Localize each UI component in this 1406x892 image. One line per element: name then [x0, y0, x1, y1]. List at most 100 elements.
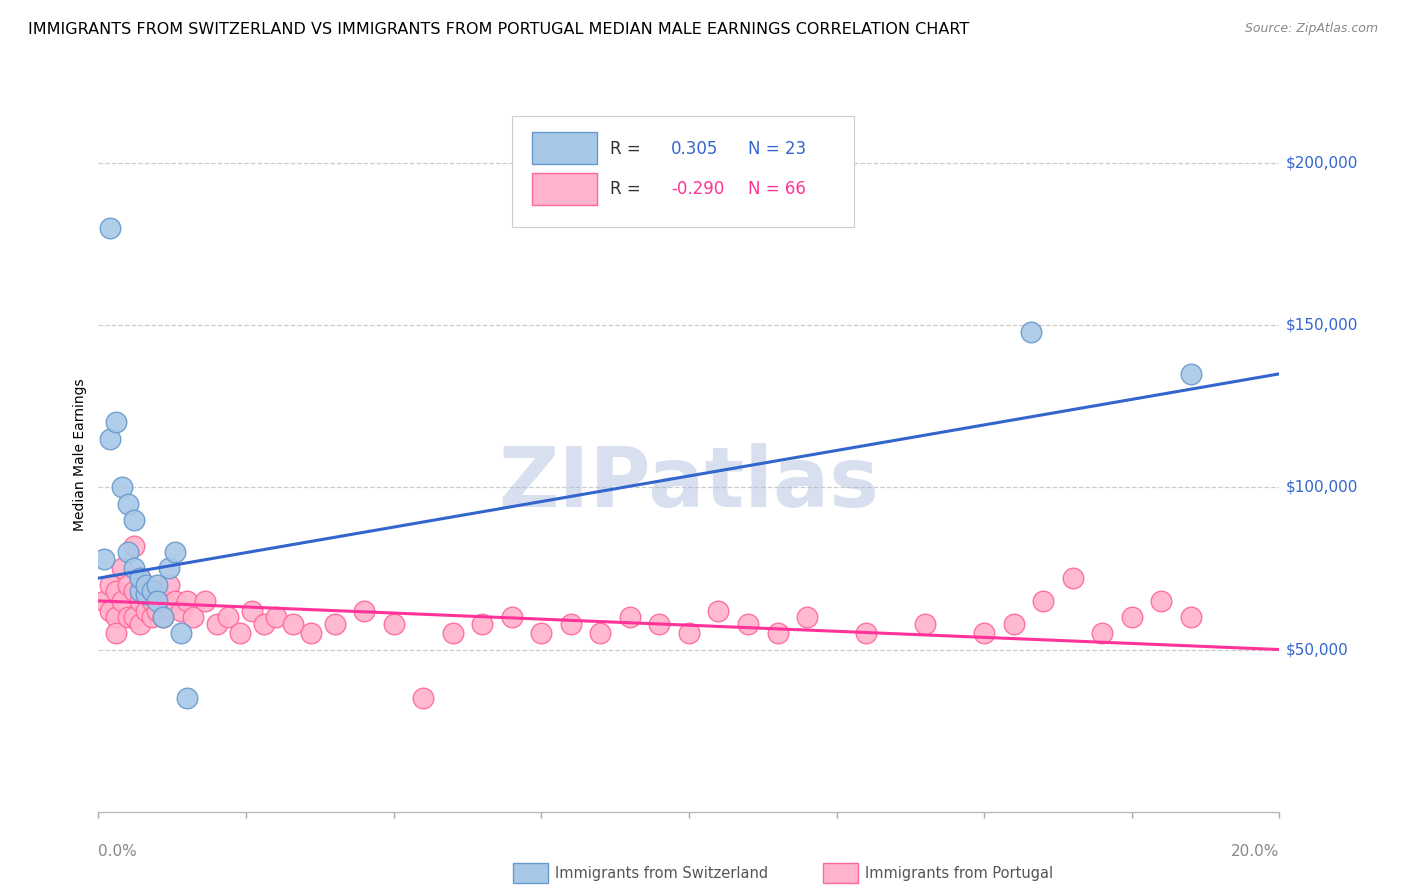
Point	[122, 584, 145, 599]
Point	[707, 604, 730, 618]
Point	[122, 513, 145, 527]
Point	[170, 604, 193, 618]
Bar	[531, 132, 596, 164]
Point	[152, 610, 174, 624]
Point	[181, 610, 204, 624]
Point	[299, 626, 322, 640]
Point	[1062, 571, 1084, 585]
Point	[796, 610, 818, 624]
Point	[128, 584, 150, 599]
Point	[1121, 610, 1143, 624]
Point	[135, 587, 157, 601]
Point	[141, 584, 163, 599]
Point	[766, 626, 789, 640]
Point	[98, 577, 121, 591]
Point	[105, 416, 128, 430]
Text: $150,000: $150,000	[1285, 318, 1358, 333]
Point	[1180, 610, 1202, 624]
Point	[141, 594, 163, 608]
Point	[205, 616, 228, 631]
Point	[122, 610, 145, 624]
Text: 20.0%: 20.0%	[1232, 844, 1279, 859]
Point	[146, 604, 169, 618]
Point	[471, 616, 494, 631]
Point	[128, 571, 150, 585]
Text: 0.305: 0.305	[671, 140, 718, 158]
Point	[560, 616, 582, 631]
Point	[128, 571, 150, 585]
Point	[98, 220, 121, 235]
Point	[117, 577, 139, 591]
Point	[146, 577, 169, 591]
Point	[122, 561, 145, 575]
Point	[253, 616, 276, 631]
Point	[93, 594, 115, 608]
Point	[176, 594, 198, 608]
Text: N = 23: N = 23	[748, 140, 806, 158]
Point	[501, 610, 523, 624]
Y-axis label: Median Male Earnings: Median Male Earnings	[73, 378, 87, 532]
Point	[441, 626, 464, 640]
Point	[530, 626, 553, 640]
Point	[117, 545, 139, 559]
Point	[264, 610, 287, 624]
FancyBboxPatch shape	[512, 116, 855, 227]
Point	[165, 594, 187, 608]
Point	[353, 604, 375, 618]
Point	[229, 626, 252, 640]
Text: Immigrants from Portugal: Immigrants from Portugal	[865, 866, 1053, 880]
Point	[152, 610, 174, 624]
Point	[141, 610, 163, 624]
Point	[1021, 325, 1043, 339]
Text: Source: ZipAtlas.com: Source: ZipAtlas.com	[1244, 22, 1378, 36]
Text: $50,000: $50,000	[1285, 642, 1348, 657]
Point	[111, 561, 134, 575]
Point	[105, 626, 128, 640]
Point	[98, 604, 121, 618]
Point	[973, 626, 995, 640]
Point	[117, 497, 139, 511]
Point	[1180, 367, 1202, 381]
Point	[105, 610, 128, 624]
Point	[135, 577, 157, 591]
Point	[1032, 594, 1054, 608]
Point	[157, 561, 180, 575]
Text: $100,000: $100,000	[1285, 480, 1358, 495]
Point	[855, 626, 877, 640]
Point	[98, 432, 121, 446]
Text: N = 66: N = 66	[748, 180, 806, 198]
Point	[323, 616, 346, 631]
Text: 0.0%: 0.0%	[98, 844, 138, 859]
Point	[412, 691, 434, 706]
Point	[194, 594, 217, 608]
Point	[146, 584, 169, 599]
Text: ZIPatlas: ZIPatlas	[499, 443, 879, 524]
Point	[117, 610, 139, 624]
Point	[737, 616, 759, 631]
Point	[146, 594, 169, 608]
Text: $200,000: $200,000	[1285, 155, 1358, 170]
Point	[176, 691, 198, 706]
Point	[135, 604, 157, 618]
Text: R =: R =	[610, 180, 641, 198]
Text: IMMIGRANTS FROM SWITZERLAND VS IMMIGRANTS FROM PORTUGAL MEDIAN MALE EARNINGS COR: IMMIGRANTS FROM SWITZERLAND VS IMMIGRANT…	[28, 22, 969, 37]
Point	[111, 480, 134, 494]
Point	[135, 584, 157, 599]
Text: -0.290: -0.290	[671, 180, 724, 198]
Point	[648, 616, 671, 631]
Point	[152, 594, 174, 608]
Point	[1150, 594, 1173, 608]
Point	[914, 616, 936, 631]
Point	[283, 616, 305, 631]
Point	[128, 616, 150, 631]
Point	[93, 551, 115, 566]
Point	[1002, 616, 1025, 631]
Point	[105, 584, 128, 599]
Point	[217, 610, 239, 624]
Point	[111, 594, 134, 608]
Point	[619, 610, 641, 624]
Point	[165, 545, 187, 559]
Point	[128, 594, 150, 608]
Text: R =: R =	[610, 140, 645, 158]
Bar	[531, 173, 596, 205]
